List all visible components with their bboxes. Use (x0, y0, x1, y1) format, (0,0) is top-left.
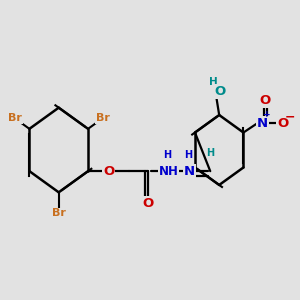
Text: N: N (257, 117, 268, 130)
Text: O: O (277, 117, 288, 130)
Text: Br: Br (8, 113, 22, 123)
Text: O: O (259, 94, 271, 107)
Text: O: O (103, 165, 114, 178)
Text: +: + (263, 110, 271, 118)
Text: NH: NH (158, 165, 178, 178)
Text: H: H (209, 77, 218, 87)
Text: H: H (184, 150, 192, 160)
Text: −: − (285, 110, 295, 123)
Text: H: H (206, 148, 214, 158)
Text: N: N (184, 165, 195, 178)
Text: H: H (163, 150, 171, 160)
Text: Br: Br (52, 208, 66, 218)
Text: O: O (214, 85, 225, 98)
Text: O: O (143, 197, 154, 210)
Text: Br: Br (96, 113, 110, 123)
